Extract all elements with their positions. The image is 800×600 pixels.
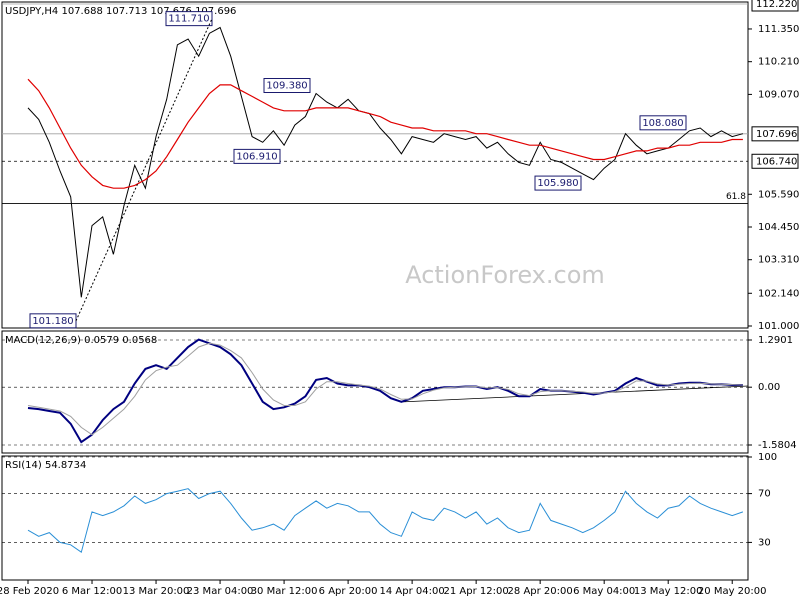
- rsi-panel: [1, 455, 749, 581]
- y-tick-label: 109.070: [758, 89, 799, 100]
- y-tick-label: 30: [758, 537, 771, 548]
- panel-title: USDJPY,H4 107.688 107.713 107.676 107.69…: [5, 6, 236, 17]
- series-line: [27, 338, 743, 444]
- annotation-label: 108.080: [642, 118, 683, 129]
- annotation-box: [263, 78, 311, 94]
- level-box: [751, 153, 799, 169]
- annotation-label: 111.710: [168, 14, 209, 25]
- series-line: [27, 26, 744, 298]
- y-tick-label: 105.590: [758, 189, 799, 200]
- y-tick-label: 104.450: [758, 222, 799, 233]
- level-label: 106.740: [756, 156, 797, 167]
- y-tick-label: 1.2901: [758, 335, 793, 346]
- annotation-box: [639, 115, 687, 131]
- x-tick-label: 28 Apr 20:00: [508, 586, 573, 597]
- annotation-label: 105.980: [537, 178, 578, 189]
- panel-title: MACD(12,26,9) 0.0579 0.0568: [5, 335, 157, 346]
- x-tick-label: 28 Feb 2020: [0, 586, 59, 597]
- level-label: 107.696: [756, 129, 797, 140]
- series-line: [27, 342, 743, 436]
- macd-panel: [1, 330, 749, 454]
- annotation-label: 109.380: [266, 81, 307, 92]
- y-tick-label: 110.210: [758, 57, 799, 68]
- series-line: [27, 78, 743, 189]
- x-tick-label: 6 Mar 12:00: [62, 586, 122, 597]
- x-tick-label: 6 May 04:00: [573, 586, 635, 597]
- watermark: ActionForex.com: [405, 261, 605, 289]
- level-box: [751, 126, 799, 142]
- macd-trendline: [399, 385, 749, 403]
- x-tick-label: 14 Apr 04:00: [380, 586, 445, 597]
- y-tick-label: 0.00: [758, 382, 780, 393]
- x-tick-label: 13 May 12:00: [634, 586, 703, 597]
- y-tick-label: -1.5804: [758, 440, 797, 451]
- level-label: 112.220: [756, 0, 797, 10]
- annotation-box: [233, 148, 281, 164]
- panel-title: RSI(14) 54.8734: [5, 460, 86, 471]
- fib-label: 61.8: [726, 192, 746, 202]
- y-tick-label: 100: [758, 452, 777, 463]
- x-tick-label: 23 Mar 04:00: [187, 586, 254, 597]
- trend-line: [75, 18, 213, 322]
- level-box: [751, 0, 799, 12]
- x-tick-label: 30 Mar 12:00: [251, 586, 318, 597]
- price-panel: [1, 1, 749, 329]
- annotation-label: 106.910: [236, 151, 277, 162]
- series-line: [27, 488, 744, 554]
- y-tick-label: 103.310: [758, 255, 799, 266]
- annotation-box: [165, 11, 213, 27]
- x-tick-label: 20 May 20:00: [698, 586, 767, 597]
- y-tick-label: 70: [758, 489, 771, 500]
- annotation-label: 101.180: [32, 316, 73, 327]
- x-tick-label: 21 Apr 12:00: [444, 586, 509, 597]
- y-tick-label: 111.350: [758, 24, 799, 35]
- y-tick-label: 101.000: [758, 321, 799, 332]
- y-tick-label: 102.140: [758, 288, 799, 299]
- x-tick-label: 6 Apr 20:00: [319, 586, 378, 597]
- annotation-box: [534, 175, 582, 191]
- x-tick-label: 13 Mar 20:00: [123, 586, 190, 597]
